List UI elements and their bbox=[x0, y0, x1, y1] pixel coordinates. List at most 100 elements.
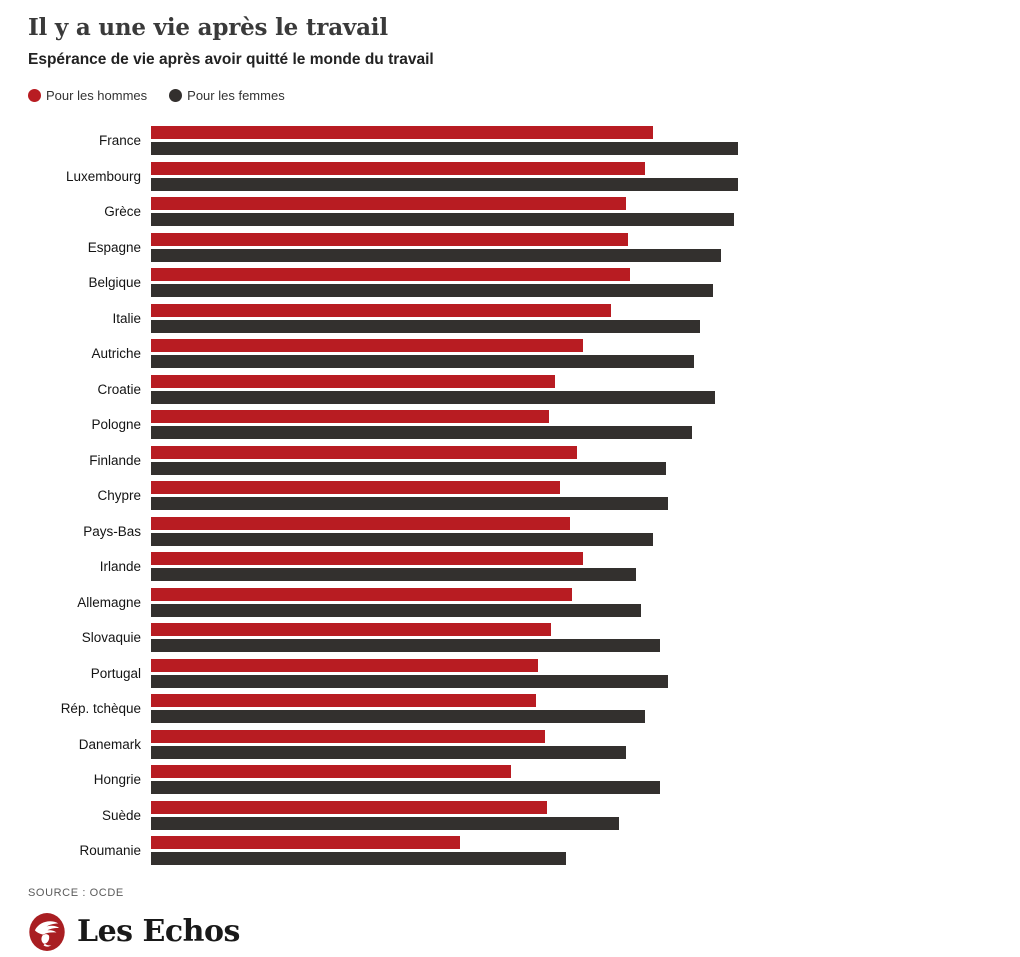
bar-track bbox=[151, 516, 747, 546]
chart-subtitle: Espérance de vie après avoir quitté le m… bbox=[28, 51, 434, 68]
country-label: Portugal bbox=[90, 665, 141, 681]
bar-chart: France Luxembourg Grèce Espagne Belgique Ital… bbox=[28, 126, 1020, 865]
bar-femmes bbox=[151, 390, 716, 404]
bar-track bbox=[151, 445, 747, 475]
bar-hommes bbox=[151, 410, 550, 423]
bar-track bbox=[151, 232, 747, 262]
bar-hommes bbox=[151, 800, 547, 814]
country-label: Finlande bbox=[89, 452, 141, 468]
legend-item-femmes: Pour les femmes bbox=[169, 88, 285, 103]
bar-femmes bbox=[151, 710, 645, 723]
country-label: Luxembourg bbox=[65, 168, 141, 184]
bar-hommes bbox=[151, 339, 584, 352]
chart-row: Grèce bbox=[28, 197, 1020, 226]
source-note: SOURCE : OCDE bbox=[28, 887, 124, 899]
chart-row: Rép. tchèque bbox=[28, 694, 1020, 723]
chart-row: Italie bbox=[28, 303, 1020, 333]
legend-label-hommes: Pour les hommes bbox=[46, 88, 148, 103]
chart-row: Slovaquie bbox=[28, 623, 1020, 652]
bar-track bbox=[151, 374, 747, 404]
bar-hommes bbox=[151, 836, 460, 849]
brand-name: Les Echos bbox=[77, 914, 240, 949]
bar-femmes bbox=[151, 177, 739, 191]
bar-hommes bbox=[151, 481, 560, 494]
bar-track bbox=[151, 658, 747, 688]
country-label: Suède bbox=[101, 807, 141, 823]
bar-hommes bbox=[151, 232, 628, 246]
bar-femmes bbox=[151, 852, 567, 865]
bar-femmes bbox=[151, 674, 669, 688]
chart-row: Danemark bbox=[28, 729, 1020, 759]
bar-hommes bbox=[151, 552, 584, 565]
hommes-dot-icon bbox=[28, 89, 41, 102]
country-label: Espagne bbox=[87, 239, 141, 255]
bar-femmes bbox=[151, 532, 654, 546]
bar-track bbox=[151, 729, 747, 759]
bar-hommes bbox=[151, 374, 556, 388]
legend-label-femmes: Pour les femmes bbox=[187, 88, 285, 103]
bar-femmes bbox=[151, 816, 620, 830]
bar-track bbox=[151, 552, 747, 581]
chart-row: Finlande bbox=[28, 445, 1020, 475]
bar-hommes bbox=[151, 445, 577, 459]
bar-femmes bbox=[151, 639, 660, 652]
bar-hommes bbox=[151, 161, 645, 175]
chart-row: Croatie bbox=[28, 374, 1020, 404]
chart-row: France bbox=[28, 126, 1020, 155]
bar-hommes bbox=[151, 623, 552, 636]
country-label: Italie bbox=[112, 310, 141, 326]
brand-lockup: Les Echos bbox=[28, 912, 1020, 952]
legend-item-hommes: Pour les hommes bbox=[28, 88, 147, 103]
legend: Pour les hommes Pour les femmes bbox=[28, 88, 1020, 103]
chart-row: Suède bbox=[28, 800, 1020, 830]
bar-femmes bbox=[151, 426, 692, 439]
chart-row: Roumanie bbox=[28, 836, 1020, 865]
country-label: Grèce bbox=[104, 204, 141, 219]
bar-femmes bbox=[151, 603, 641, 617]
country-label: Pays-Bas bbox=[83, 523, 141, 539]
chart-row: Irlande bbox=[28, 552, 1020, 581]
bar-femmes bbox=[151, 319, 701, 333]
chart-row: Espagne bbox=[28, 232, 1020, 262]
bar-track bbox=[151, 765, 747, 794]
country-label: Slovaquie bbox=[81, 630, 141, 645]
bar-femmes bbox=[151, 745, 626, 759]
bar-track bbox=[151, 303, 747, 333]
page-title: Il y a une vie après le travail bbox=[28, 14, 388, 41]
bar-track bbox=[151, 623, 747, 652]
bar-femmes bbox=[151, 284, 713, 297]
bar-femmes bbox=[151, 497, 669, 510]
country-label: Roumanie bbox=[79, 843, 141, 858]
bar-hommes bbox=[151, 126, 654, 139]
bar-track bbox=[151, 800, 747, 830]
chart-row: Belgique bbox=[28, 268, 1020, 297]
bar-track bbox=[151, 410, 747, 439]
bar-femmes bbox=[151, 568, 637, 581]
bar-track bbox=[151, 268, 747, 297]
bar-hommes bbox=[151, 765, 511, 778]
bar-hommes bbox=[151, 694, 537, 707]
country-label: Autriche bbox=[91, 346, 141, 361]
chart-row: Autriche bbox=[28, 339, 1020, 368]
bar-track bbox=[151, 481, 747, 510]
chart-row: Luxembourg bbox=[28, 161, 1020, 191]
country-label: France bbox=[98, 133, 141, 148]
bar-track bbox=[151, 836, 747, 865]
chart-row: Allemagne bbox=[28, 587, 1020, 617]
country-label: Pologne bbox=[91, 417, 141, 432]
chart-row: Hongrie bbox=[28, 765, 1020, 794]
bar-track bbox=[151, 161, 747, 191]
chart-row: Chypre bbox=[28, 481, 1020, 510]
country-label: Rép. tchèque bbox=[60, 701, 141, 716]
femmes-dot-icon bbox=[169, 89, 183, 102]
bar-hommes bbox=[151, 658, 539, 672]
bar-hommes bbox=[151, 197, 626, 210]
bar-track bbox=[151, 197, 747, 226]
bar-femmes bbox=[151, 248, 722, 262]
bar-femmes bbox=[151, 355, 694, 368]
country-label: Chypre bbox=[97, 488, 141, 503]
bar-hommes bbox=[151, 303, 611, 317]
country-label: Belgique bbox=[88, 275, 141, 290]
bar-track bbox=[151, 587, 747, 617]
bar-hommes bbox=[151, 729, 545, 743]
